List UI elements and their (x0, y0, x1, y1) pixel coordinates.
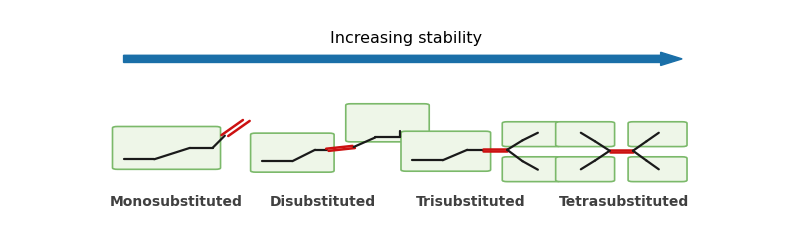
Text: Increasing stability: Increasing stability (329, 31, 482, 46)
Text: Trisubstituted: Trisubstituted (416, 196, 525, 210)
FancyBboxPatch shape (346, 104, 429, 142)
FancyBboxPatch shape (502, 122, 562, 147)
FancyBboxPatch shape (556, 157, 615, 182)
FancyBboxPatch shape (112, 126, 220, 169)
FancyArrow shape (124, 52, 682, 65)
Text: Tetrasubstituted: Tetrasubstituted (558, 196, 689, 210)
Text: Disubstituted: Disubstituted (270, 196, 376, 210)
FancyBboxPatch shape (628, 157, 687, 182)
FancyBboxPatch shape (502, 157, 562, 182)
FancyBboxPatch shape (628, 122, 687, 147)
Text: Monosubstituted: Monosubstituted (109, 196, 242, 210)
FancyBboxPatch shape (556, 122, 615, 147)
FancyBboxPatch shape (250, 133, 334, 172)
FancyBboxPatch shape (401, 131, 490, 171)
